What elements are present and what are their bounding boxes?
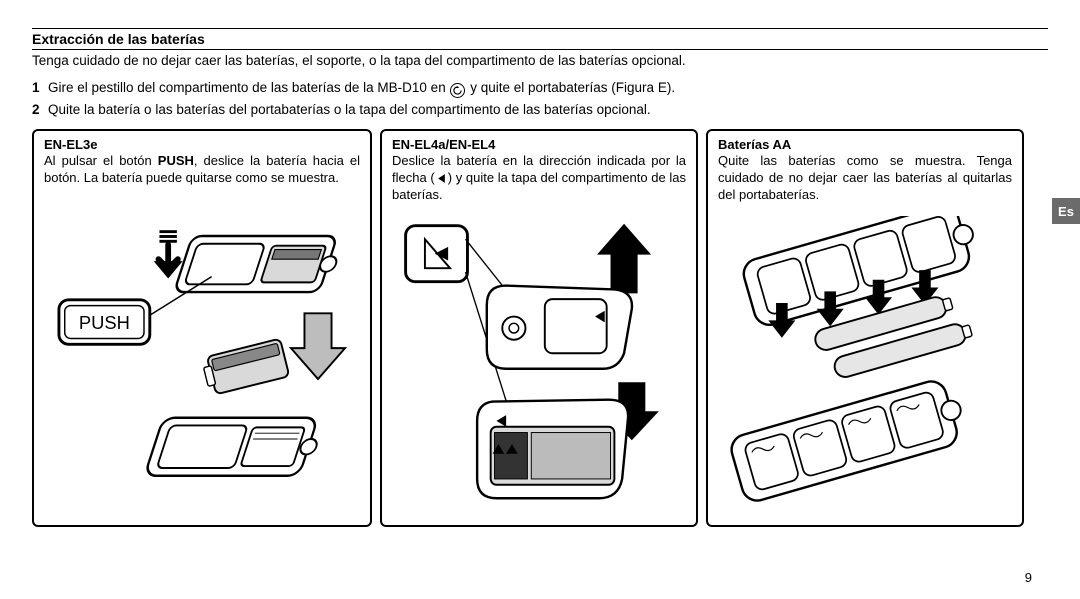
push-label: PUSH <box>79 312 130 333</box>
triangle-left-icon <box>435 172 448 185</box>
col2-illustration <box>392 204 686 517</box>
step-1-text-a: Gire el pestillo del compartimento de la… <box>48 80 449 95</box>
step-2-text: Quite la batería o las baterías del port… <box>48 100 651 120</box>
step-1-text-b: y quite el portabaterías (Figura E). <box>470 80 675 95</box>
section-title: Extracción de las baterías <box>32 31 1048 47</box>
step-1: 1 Gire el pestillo del compartimento de … <box>32 78 1048 98</box>
columns: EN-EL3e Al pulsar el botón PUSH, deslice… <box>32 129 1048 527</box>
step-2: 2 Quite la batería o las baterías del po… <box>32 100 1048 120</box>
col-en-el4: EN-EL4a/EN-EL4 Deslice la batería en la … <box>380 129 698 527</box>
rule-top <box>32 28 1048 29</box>
col2-title: EN-EL4a/EN-EL4 <box>392 137 686 152</box>
step-1-text: Gire el pestillo del compartimento de la… <box>48 78 675 98</box>
step-1-number: 1 <box>32 78 44 98</box>
col1-bold: PUSH <box>158 153 194 168</box>
rule-under-title <box>32 49 1048 50</box>
col3-text-a: Quite las baterías como se muestra. Teng… <box>718 153 1012 202</box>
col2-text: Deslice la batería en la dirección indic… <box>392 153 686 204</box>
col-en-el3e: EN-EL3e Al pulsar el botón PUSH, deslice… <box>32 129 372 527</box>
col1-text-a: Al pulsar el botón <box>44 153 158 168</box>
col1-text: Al pulsar el botón PUSH, deslice la bate… <box>44 153 360 187</box>
col1-illustration: PUSH <box>44 187 360 517</box>
col3-title: Baterías AA <box>718 137 1012 152</box>
col-aa: Baterías AA Quite las baterías como se m… <box>706 129 1024 527</box>
col1-title: EN-EL3e <box>44 137 360 152</box>
intro-text: Tenga cuidado de no dejar caer las bater… <box>32 52 1048 70</box>
step-2-number: 2 <box>32 100 44 120</box>
page-number: 9 <box>1025 570 1032 585</box>
language-tab: Es <box>1052 198 1080 224</box>
unlock-icon <box>450 83 465 98</box>
col3-text: Quite las baterías como se muestra. Teng… <box>718 153 1012 204</box>
col3-illustration <box>718 204 1012 517</box>
steps-list: 1 Gire el pestillo del compartimento de … <box>32 78 1048 119</box>
